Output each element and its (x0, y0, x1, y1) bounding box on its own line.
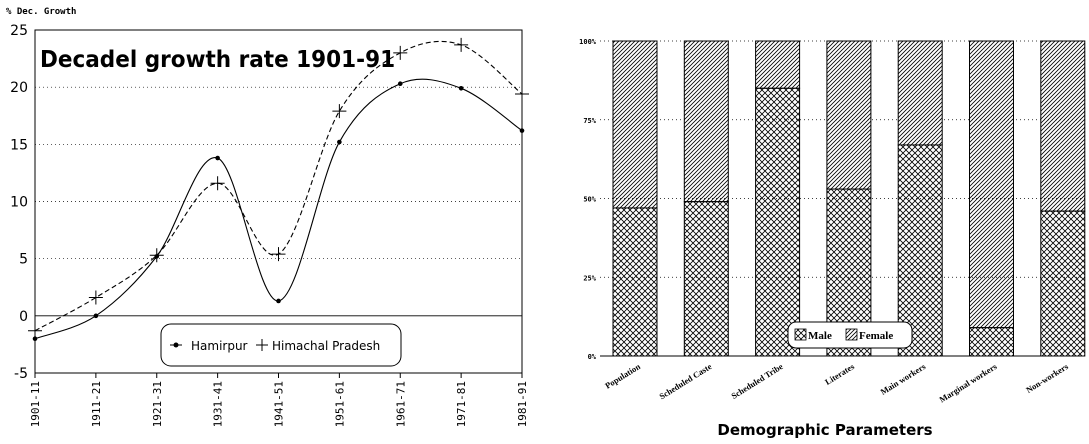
x-tick-label: Main workers (879, 361, 928, 397)
bar-female (683, 40, 729, 203)
legend-box (160, 323, 402, 367)
y-tick-labels: 0% 25% 50% 75% 100% (579, 38, 597, 361)
data-point (32, 336, 38, 342)
y-axis-label: % Dec. Growth (6, 7, 76, 17)
x-tick-label: Population (603, 361, 642, 391)
data-point (458, 86, 464, 91)
bar-female (1040, 40, 1086, 212)
x-tick-labels: 1901-11 1911-21 1921-31 1931-41 1941-51 1951-… (29, 373, 529, 427)
data-point (454, 37, 469, 52)
bar-female (897, 40, 943, 146)
x-tick-label: 1911-21 (90, 381, 103, 427)
data-point (210, 176, 225, 191)
legend-swatch-male (794, 328, 807, 341)
series-group (28, 37, 529, 342)
bar-female (612, 40, 658, 209)
x-tick-label: 1961-71 (394, 381, 407, 427)
x-tick-label: Non-workers (1024, 361, 1070, 395)
y-tick-label: 20 (10, 80, 28, 96)
grid-lines (35, 86, 522, 317)
x-tick-label: 1941-51 (273, 381, 286, 427)
data-point (276, 298, 281, 304)
x-tick-label: 1931-41 (212, 381, 225, 427)
data-point (149, 248, 164, 263)
legend: Male Female (787, 321, 913, 349)
bars-group (612, 40, 1086, 357)
y-tick-label: 0 (19, 309, 28, 325)
bar-male (612, 207, 658, 357)
data-point (337, 139, 342, 145)
x-tick-label: Literates (823, 361, 857, 387)
data-point (519, 128, 525, 133)
bar-female (755, 40, 801, 89)
y-tick-label: 50% (583, 196, 596, 204)
x-tick-label: Scheduled Tribe (729, 361, 784, 401)
y-tick-label: 25 (10, 23, 28, 39)
legend-marker-hamirpur (173, 342, 179, 348)
y-tick-label: 100% (579, 38, 597, 46)
legend-swatch-female (845, 328, 858, 341)
legend-marker-himachal (256, 339, 268, 351)
legend-label-himachal: Himachal Pradesh (272, 339, 380, 353)
data-point (93, 313, 99, 319)
data-point (397, 81, 403, 87)
bar-female (826, 40, 872, 190)
y-tick-label: 25% (583, 274, 596, 282)
bar-male (1040, 210, 1086, 357)
y-tick-label: 75% (583, 117, 596, 125)
bar-female (969, 40, 1014, 329)
demographic-bar-chart: 0% 25% 50% 75% 100% Population Scheduled Cast… (579, 38, 1086, 439)
bar-male (755, 87, 801, 357)
y-tick-label: 5 (19, 252, 28, 268)
bar-male (897, 144, 943, 357)
data-point (515, 87, 529, 102)
x-tick-label: 1921-31 (151, 381, 164, 427)
legend-label-male: Male (808, 330, 832, 342)
y-tick-label: -5 (14, 366, 28, 382)
data-point (271, 247, 286, 262)
legend-label-female: Female (859, 330, 893, 342)
growth-line-chart: % Dec. Growth -5 0 5 10 15 20 25 1901-11 1911-2… (6, 7, 529, 427)
x-tick-label: 1901-11 (29, 381, 42, 427)
x-tick-label: Marginal workers (937, 361, 999, 405)
x-tick-labels: Population Scheduled Caste Scheduled Tribe… (603, 361, 1070, 405)
x-tick-label: 1971-81 (455, 381, 468, 427)
y-tick-label: 15 (10, 137, 28, 153)
data-point (28, 323, 42, 338)
series-line-himachal-pradesh (34, 40, 523, 332)
x-axis-label: Demographic Parameters (717, 421, 932, 439)
x-tick-label: 1951-61 (333, 381, 346, 427)
legend: Hamirpur Himachal Pradesh (160, 323, 402, 367)
x-tick-label: 1981-91 (516, 381, 529, 427)
x-tick-label: Scheduled Caste (657, 361, 713, 401)
y-tick-label: 10 (10, 195, 28, 211)
bar-male (969, 327, 1014, 357)
data-point (332, 104, 347, 119)
data-point (215, 155, 220, 161)
data-point (88, 290, 103, 305)
bar-male (683, 201, 729, 357)
y-tick-labels: -5 0 5 10 15 20 25 (10, 23, 28, 382)
y-tick-label: 0% (588, 353, 597, 361)
chart-title: Decadel growth rate 1901-91 (40, 46, 395, 73)
data-point (393, 45, 408, 60)
plot-area-frame (34, 29, 523, 374)
series-line-hamirpur (34, 78, 523, 340)
legend-label-hamirpur: Hamirpur (191, 339, 248, 353)
